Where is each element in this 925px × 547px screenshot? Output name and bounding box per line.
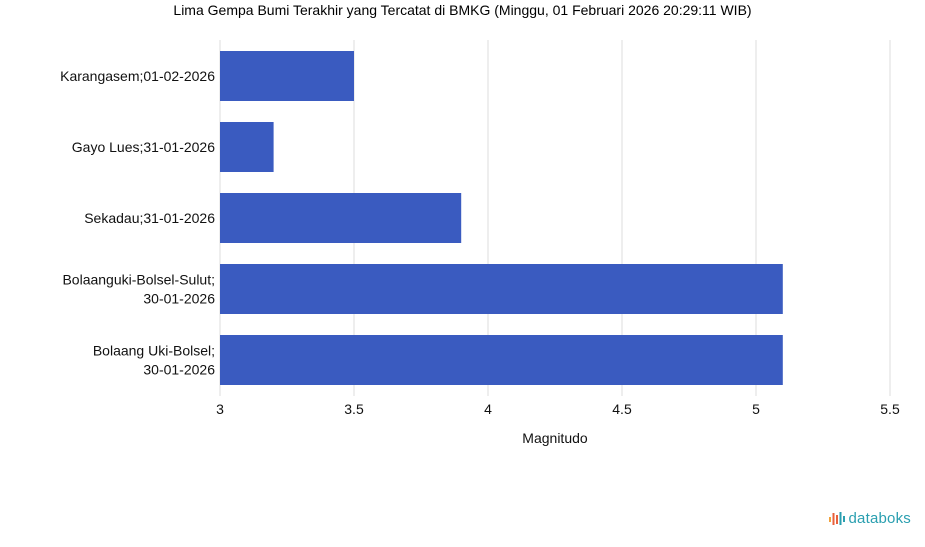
bar[interactable] bbox=[220, 51, 354, 101]
brand-text: databoks bbox=[848, 510, 911, 527]
category-label-line: Bolaang Uki-Bolsel; bbox=[93, 343, 215, 359]
bar[interactable] bbox=[220, 264, 783, 314]
category-labels: Karangasem;01-02-2026 Gayo Lues;31-01-202… bbox=[60, 68, 215, 378]
bar[interactable] bbox=[220, 335, 783, 385]
category-label: Karangasem;01-02-2026 bbox=[60, 68, 215, 84]
category-label: Bolaang Uki-Bolsel; 30-01-2026 bbox=[93, 343, 215, 378]
x-tick-label: 3.5 bbox=[344, 401, 364, 417]
category-label-line: 30-01-2026 bbox=[143, 362, 215, 378]
x-tick-label: 3 bbox=[216, 401, 224, 417]
category-label: Sekadau;31-01-2026 bbox=[84, 210, 215, 226]
category-label-line: Karangasem;01-02-2026 bbox=[60, 68, 215, 84]
category-label-line: Bolaanguki-Bolsel-Sulut; bbox=[62, 272, 215, 288]
category-label-line: Gayo Lues;31-01-2026 bbox=[72, 139, 215, 155]
brand-logo: databoks bbox=[828, 510, 911, 527]
databoks-logo-icon bbox=[828, 511, 845, 525]
bar[interactable] bbox=[220, 122, 274, 172]
x-axis-label: Magnitudo bbox=[522, 430, 588, 446]
x-tick-labels: 3 3.5 4 4.5 5 5.5 bbox=[216, 401, 900, 417]
category-label-line: Sekadau;31-01-2026 bbox=[84, 210, 215, 226]
bar[interactable] bbox=[220, 193, 462, 243]
category-label-line: 30-01-2026 bbox=[143, 291, 215, 307]
x-tick-label: 4.5 bbox=[612, 401, 632, 417]
x-tick-label: 5.5 bbox=[880, 401, 900, 417]
bars bbox=[220, 51, 783, 385]
category-label: Bolaanguki-Bolsel-Sulut; 30-01-2026 bbox=[62, 272, 215, 307]
category-label: Gayo Lues;31-01-2026 bbox=[72, 139, 215, 155]
chart-title: Lima Gempa Bumi Terakhir yang Tercatat d… bbox=[173, 2, 752, 18]
x-tick-label: 4 bbox=[484, 401, 492, 417]
x-tick-label: 5 bbox=[752, 401, 760, 417]
